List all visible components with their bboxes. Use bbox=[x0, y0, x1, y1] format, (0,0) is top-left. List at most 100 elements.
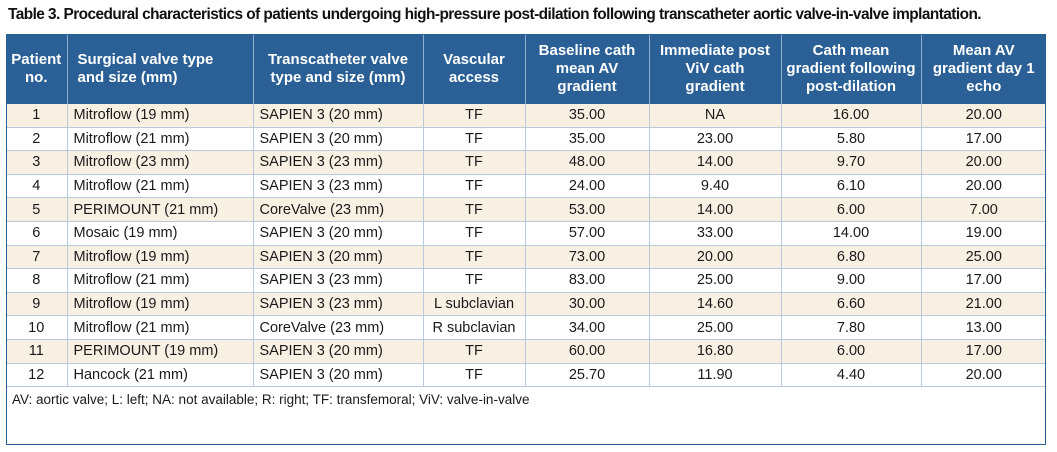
table-row: 10 Mitroflow (21 mm) CoreValve (23 mm) R su… bbox=[6, 315, 1046, 340]
cell-baseline-gradient: 30.00 bbox=[524, 292, 649, 317]
cell-immediate-post-gradient: 23.00 bbox=[648, 127, 781, 152]
cell-patient-no: 6 bbox=[6, 221, 67, 246]
cell-patient-no: 5 bbox=[6, 197, 67, 222]
cell-patient-no: 9 bbox=[6, 292, 67, 317]
cell-surgical-valve: Mitroflow (21 mm) bbox=[66, 174, 253, 199]
cell-patient-no: 11 bbox=[6, 339, 67, 364]
cell-immediate-post-gradient: 25.00 bbox=[648, 315, 781, 340]
cell-transcatheter-valve: SAPIEN 3 (23 mm) bbox=[252, 268, 423, 293]
cell-vascular-access: TF bbox=[422, 150, 525, 175]
cell-post-dilation-gradient: 6.00 bbox=[780, 339, 921, 364]
cell-vascular-access: TF bbox=[422, 174, 525, 199]
column-header-immediate-post-gradient: Immediate post ViV cath gradient bbox=[648, 34, 781, 104]
cell-transcatheter-valve: SAPIEN 3 (23 mm) bbox=[252, 150, 423, 175]
cell-immediate-post-gradient: 14.00 bbox=[648, 197, 781, 222]
cell-post-dilation-gradient: 9.70 bbox=[780, 150, 921, 175]
cell-day1-echo-gradient: 13.00 bbox=[920, 315, 1046, 340]
column-header-line: Patient bbox=[11, 51, 62, 68]
table-body: 1 Mitroflow (19 mm) SAPIEN 3 (20 mm) TF 35.0… bbox=[6, 104, 1046, 388]
cell-immediate-post-gradient: 16.80 bbox=[648, 339, 781, 364]
cell-day1-echo-gradient: 20.00 bbox=[920, 363, 1046, 388]
cell-post-dilation-gradient: 14.00 bbox=[780, 221, 921, 246]
cell-patient-no: 2 bbox=[6, 127, 67, 152]
column-header-line: Cath mean bbox=[812, 42, 890, 59]
column-header-line: Baseline cath bbox=[538, 42, 636, 59]
cell-surgical-valve: Mosaic (19 mm) bbox=[66, 221, 253, 246]
table-row: 5 PERIMOUNT (21 mm) CoreValve (23 mm) TF 53.… bbox=[6, 197, 1046, 222]
cell-vascular-access: R subclavian bbox=[422, 315, 525, 340]
cell-day1-echo-gradient: 25.00 bbox=[920, 245, 1046, 270]
column-header-line: gradient day 1 bbox=[932, 60, 1035, 77]
cell-immediate-post-gradient: 9.40 bbox=[648, 174, 781, 199]
column-header-line: gradient bbox=[557, 78, 617, 95]
cell-post-dilation-gradient: 16.00 bbox=[780, 104, 921, 128]
column-header-post-dilation-gradient: Cath mean gradient following post-dilation bbox=[780, 34, 921, 104]
cell-post-dilation-gradient: 7.80 bbox=[780, 315, 921, 340]
cell-vascular-access: TF bbox=[422, 104, 525, 128]
column-header-line: gradient following bbox=[786, 60, 916, 77]
column-header-line: gradient bbox=[685, 78, 745, 95]
cell-transcatheter-valve: SAPIEN 3 (23 mm) bbox=[252, 174, 423, 199]
cell-vascular-access: TF bbox=[422, 339, 525, 364]
cell-post-dilation-gradient: 9.00 bbox=[780, 268, 921, 293]
cell-immediate-post-gradient: 20.00 bbox=[648, 245, 781, 270]
cell-transcatheter-valve: SAPIEN 3 (20 mm) bbox=[252, 245, 423, 270]
cell-patient-no: 3 bbox=[6, 150, 67, 175]
cell-immediate-post-gradient: NA bbox=[648, 104, 781, 128]
cell-vascular-access: TF bbox=[422, 221, 525, 246]
cell-surgical-valve: Hancock (21 mm) bbox=[66, 363, 253, 388]
procedural-characteristics-table: Patient no. Surgical valve type and size (m… bbox=[6, 34, 1046, 412]
cell-surgical-valve: Mitroflow (21 mm) bbox=[66, 268, 253, 293]
cell-baseline-gradient: 48.00 bbox=[524, 150, 649, 175]
cell-vascular-access: TF bbox=[422, 127, 525, 152]
footnote-row: AV: aortic valve; L: left; NA: not avail… bbox=[6, 386, 1046, 412]
cell-immediate-post-gradient: 11.90 bbox=[648, 363, 781, 388]
cell-post-dilation-gradient: 5.80 bbox=[780, 127, 921, 152]
table-row: 8 Mitroflow (21 mm) SAPIEN 3 (23 mm) TF 83.0… bbox=[6, 268, 1046, 293]
column-header-baseline-gradient: Baseline cath mean AV gradient bbox=[524, 34, 649, 104]
cell-post-dilation-gradient: 4.40 bbox=[780, 363, 921, 388]
cell-surgical-valve: Mitroflow (23 mm) bbox=[66, 150, 253, 175]
cell-day1-echo-gradient: 17.00 bbox=[920, 268, 1046, 293]
cell-patient-no: 7 bbox=[6, 245, 67, 270]
cell-patient-no: 10 bbox=[6, 315, 67, 340]
cell-baseline-gradient: 35.00 bbox=[524, 127, 649, 152]
table-row: 7 Mitroflow (19 mm) SAPIEN 3 (20 mm) TF 73.0… bbox=[6, 245, 1046, 270]
cell-transcatheter-valve: SAPIEN 3 (20 mm) bbox=[252, 221, 423, 246]
cell-immediate-post-gradient: 25.00 bbox=[648, 268, 781, 293]
table-row: 1 Mitroflow (19 mm) SAPIEN 3 (20 mm) TF 35.0… bbox=[6, 104, 1046, 128]
cell-patient-no: 4 bbox=[6, 174, 67, 199]
cell-transcatheter-valve: CoreValve (23 mm) bbox=[252, 197, 423, 222]
cell-baseline-gradient: 73.00 bbox=[524, 245, 649, 270]
cell-immediate-post-gradient: 33.00 bbox=[648, 221, 781, 246]
table-row: 12 Hancock (21 mm) SAPIEN 3 (20 mm) TF 25.70… bbox=[6, 363, 1046, 388]
cell-vascular-access: TF bbox=[422, 268, 525, 293]
cell-immediate-post-gradient: 14.00 bbox=[648, 150, 781, 175]
cell-surgical-valve: PERIMOUNT (21 mm) bbox=[66, 197, 253, 222]
cell-patient-no: 1 bbox=[6, 104, 67, 128]
column-header-day1-echo-gradient: Mean AV gradient day 1 echo bbox=[920, 34, 1046, 104]
cell-baseline-gradient: 57.00 bbox=[524, 221, 649, 246]
cell-post-dilation-gradient: 6.10 bbox=[780, 174, 921, 199]
column-header-line: Mean AV bbox=[952, 42, 1015, 59]
footnote: AV: aortic valve; L: left; NA: not avail… bbox=[6, 386, 1046, 412]
table-row: 6 Mosaic (19 mm) SAPIEN 3 (20 mm) TF 57.00 33… bbox=[6, 221, 1046, 246]
column-header-line: echo bbox=[966, 78, 1002, 95]
table-row: 3 Mitroflow (23 mm) SAPIEN 3 (23 mm) TF 48.0… bbox=[6, 150, 1046, 175]
cell-transcatheter-valve: SAPIEN 3 (20 mm) bbox=[252, 363, 423, 388]
table-row: 2 Mitroflow (21 mm) SAPIEN 3 (20 mm) TF 35.0… bbox=[6, 127, 1046, 152]
cell-patient-no: 12 bbox=[6, 363, 67, 388]
cell-day1-echo-gradient: 17.00 bbox=[920, 127, 1046, 152]
column-header-patient-no: Patient no. bbox=[6, 34, 67, 104]
cell-baseline-gradient: 35.00 bbox=[524, 104, 649, 128]
cell-patient-no: 8 bbox=[6, 268, 67, 293]
column-header-surgical-valve: Surgical valve type and size (mm) bbox=[66, 34, 253, 104]
cell-transcatheter-valve: CoreValve (23 mm) bbox=[252, 315, 423, 340]
column-header-line: no. bbox=[25, 69, 48, 86]
column-header-line: type and size (mm) bbox=[270, 69, 406, 86]
cell-surgical-valve: Mitroflow (19 mm) bbox=[66, 245, 253, 270]
table-row: 11 PERIMOUNT (19 mm) SAPIEN 3 (20 mm) TF 60.… bbox=[6, 339, 1046, 364]
column-header-line: post-dilation bbox=[806, 78, 896, 95]
cell-post-dilation-gradient: 6.60 bbox=[780, 292, 921, 317]
column-header-line: Surgical valve type bbox=[77, 51, 214, 68]
